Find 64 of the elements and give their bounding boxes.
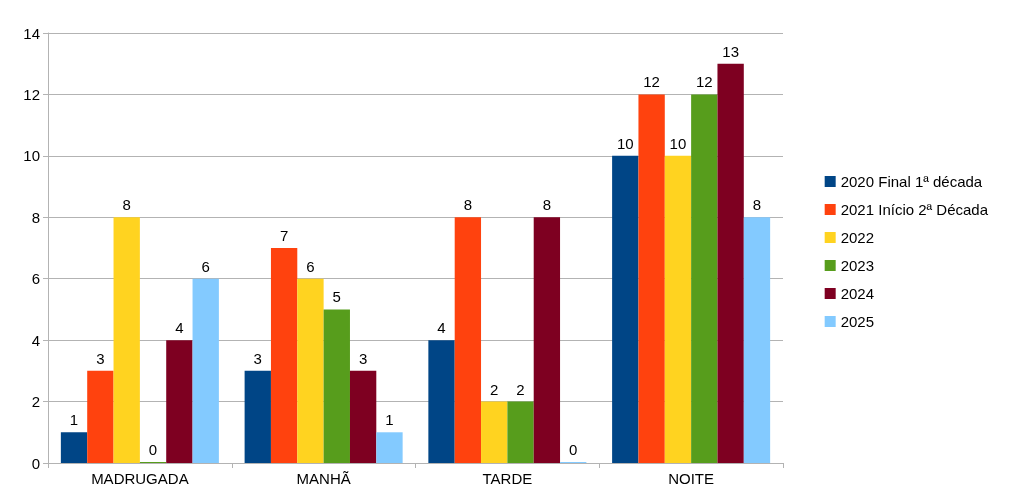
bar: [60, 432, 88, 463]
legend-label: 2023: [840, 257, 875, 274]
data-label: 3: [358, 349, 368, 367]
data-label: 1: [69, 411, 79, 429]
x-tick-label: MADRUGADA: [91, 470, 189, 487]
data-label: 2: [490, 380, 499, 398]
data-label: 7: [279, 227, 289, 244]
y-tick-label: 0: [31, 454, 40, 472]
bar: [349, 370, 377, 463]
x-tick-label: NOITE: [668, 470, 715, 487]
data-label: 8: [542, 196, 552, 214]
data-label: 12: [643, 73, 660, 91]
legend-label: 2024: [840, 285, 875, 302]
data-label: 10: [616, 134, 634, 152]
bar: [297, 278, 324, 463]
y-tick-label: 6: [31, 270, 40, 288]
bar: [638, 94, 665, 463]
data-label: 3: [253, 349, 262, 367]
data-label: 13: [722, 42, 739, 60]
data-label: 1: [385, 411, 394, 429]
bar: [323, 309, 350, 463]
data-label: 12: [695, 73, 713, 91]
y-tick-label: 4: [31, 331, 40, 349]
bar: [612, 155, 639, 463]
y-tick-label: 12: [23, 85, 40, 103]
data-label: 8: [463, 196, 473, 214]
legend-label: 2020 Final 1ª década: [840, 173, 983, 190]
y-tick-label: 10: [23, 147, 40, 165]
data-label: 0: [569, 441, 578, 458]
bar: [87, 370, 114, 463]
bar: [454, 217, 482, 463]
bar: [166, 340, 193, 463]
data-label: 4: [175, 319, 184, 337]
legend-label: 2025: [840, 313, 875, 330]
y-tick-label: 8: [31, 208, 40, 226]
bar: [743, 217, 771, 463]
bar: [691, 94, 718, 463]
y-tick-label: 14: [23, 24, 40, 42]
bar: [192, 278, 219, 463]
bar: [664, 155, 692, 463]
data-label: 6: [306, 257, 315, 275]
data-label: 0: [148, 441, 158, 458]
data-label: 3: [96, 349, 105, 367]
data-label: 10: [669, 134, 687, 152]
y-tick-label: 2: [31, 393, 40, 411]
data-label: 8: [752, 196, 762, 214]
legend-label: 2021 Início 2ª Década: [840, 201, 989, 218]
bar: [481, 401, 508, 463]
bar: [113, 217, 140, 463]
bar: [244, 370, 271, 463]
data-label: 6: [201, 257, 210, 275]
data-label: 4: [437, 319, 446, 337]
bar: [270, 248, 298, 463]
bar: [717, 63, 744, 463]
data-label: 5: [332, 288, 341, 306]
x-tick-label: MANHÃ: [296, 470, 351, 487]
x-tick-label: TARDE: [482, 470, 533, 487]
data-label: 8: [122, 196, 131, 214]
bar: [533, 217, 561, 463]
data-label: 2: [516, 380, 525, 398]
bar: [507, 401, 534, 463]
legend-label: 2022: [840, 229, 875, 246]
bar: [376, 432, 403, 463]
bar: [428, 340, 455, 463]
